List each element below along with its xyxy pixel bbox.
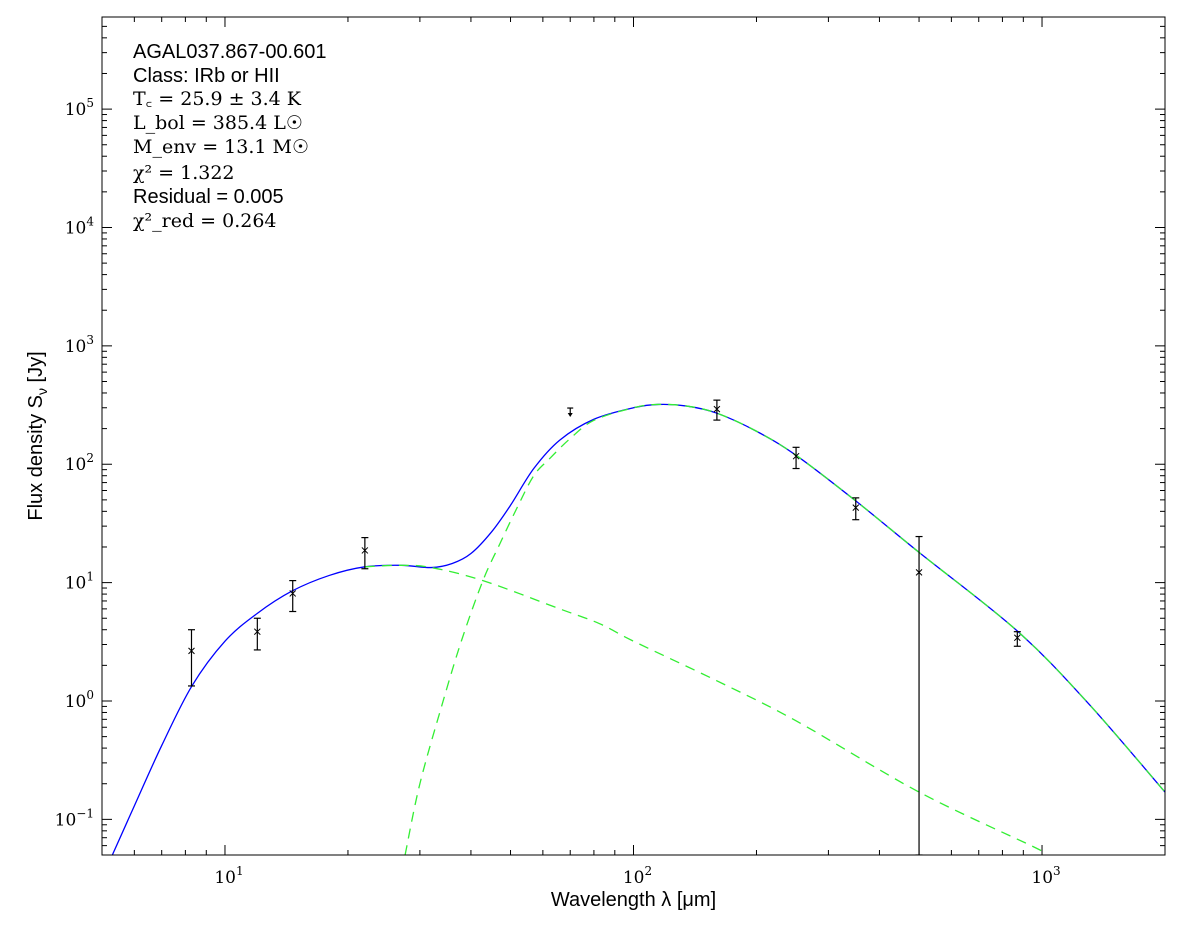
x-tick-label: 101 xyxy=(214,864,243,888)
tick-exponent: 3 xyxy=(1053,864,1061,878)
tick-base: 10 xyxy=(65,337,87,357)
x-tick-label: 103 xyxy=(1031,864,1060,888)
y-tick-label: 102 xyxy=(65,451,94,475)
data-point xyxy=(713,399,721,421)
x-marker xyxy=(361,547,369,554)
tick-base: 10 xyxy=(55,810,77,830)
data-point xyxy=(567,407,574,418)
tick-exponent: 4 xyxy=(86,214,94,228)
tick-exponent: 1 xyxy=(236,864,244,878)
annotation-class: Class: IRb or HII xyxy=(133,65,280,87)
tick-base: 10 xyxy=(1031,868,1053,888)
ylabel-sub: ν xyxy=(34,388,50,395)
data-point xyxy=(915,535,923,855)
data-point xyxy=(1013,631,1021,647)
y-tick-label: 105 xyxy=(65,96,94,120)
annotation-residual: Residual = 0.005 xyxy=(133,186,284,208)
annotation-chi2red: χ²_red = 0.264 xyxy=(133,210,277,232)
x-marker xyxy=(1013,634,1021,642)
tick-exponent: 2 xyxy=(645,864,653,878)
data-point xyxy=(361,537,369,570)
data-point xyxy=(792,446,800,470)
tick-base: 10 xyxy=(65,100,87,120)
model-total-curve xyxy=(111,403,1165,855)
x-marker xyxy=(188,647,195,655)
tick-base: 10 xyxy=(65,692,87,712)
x-marker xyxy=(792,452,800,460)
y-axis-title: Flux density Sν [Jy] xyxy=(25,351,50,520)
model-component-curve xyxy=(404,403,1165,855)
annotation-menv: M_env = 13.1 M☉ xyxy=(133,136,309,158)
model-component-curve xyxy=(364,564,1046,854)
data-point xyxy=(852,497,860,521)
ylabel-main: Flux density S xyxy=(25,395,47,521)
y-tick-label: 104 xyxy=(65,214,95,238)
down-arrow-icon xyxy=(567,413,573,418)
x-marker xyxy=(253,628,261,636)
plot-area xyxy=(111,399,1165,855)
annotation-source: AGAL037.867-00.601 xyxy=(133,41,327,63)
x-marker xyxy=(713,405,721,413)
tick-exponent: 1 xyxy=(86,570,94,584)
x-tick-label: 102 xyxy=(623,864,652,888)
data-point xyxy=(289,579,297,613)
annotation-chi2: χ² = 1.322 xyxy=(133,162,235,184)
x-marker xyxy=(915,569,923,576)
tick-base: 10 xyxy=(623,868,645,888)
tick-base: 10 xyxy=(65,455,87,475)
tick-exponent: −1 xyxy=(76,806,94,820)
tick-base: 10 xyxy=(65,574,87,594)
annotation-lbol: L_bol = 385.4 L☉ xyxy=(133,112,303,134)
annotation-tc: T꜀ = 25.9 ± 3.4 K xyxy=(133,88,302,110)
ticks xyxy=(101,16,1166,856)
ylabel-unit: [Jy] xyxy=(25,351,47,388)
x-marker xyxy=(289,590,297,597)
x-marker xyxy=(852,504,860,511)
y-tick-label: 10−1 xyxy=(55,806,94,830)
data-point xyxy=(187,629,195,687)
data-point xyxy=(253,617,261,651)
tick-base: 10 xyxy=(65,218,87,238)
y-tick-label: 100 xyxy=(65,688,94,712)
tick-exponent: 2 xyxy=(86,451,94,465)
tick-exponent: 5 xyxy=(86,96,94,110)
y-tick-label: 103 xyxy=(65,333,94,357)
tick-base: 10 xyxy=(214,868,236,888)
tick-exponent: 3 xyxy=(86,333,94,347)
y-tick-label: 101 xyxy=(65,570,94,594)
x-axis-title: Wavelength λ [μm] xyxy=(551,889,716,911)
tick-exponent: 0 xyxy=(86,688,94,702)
